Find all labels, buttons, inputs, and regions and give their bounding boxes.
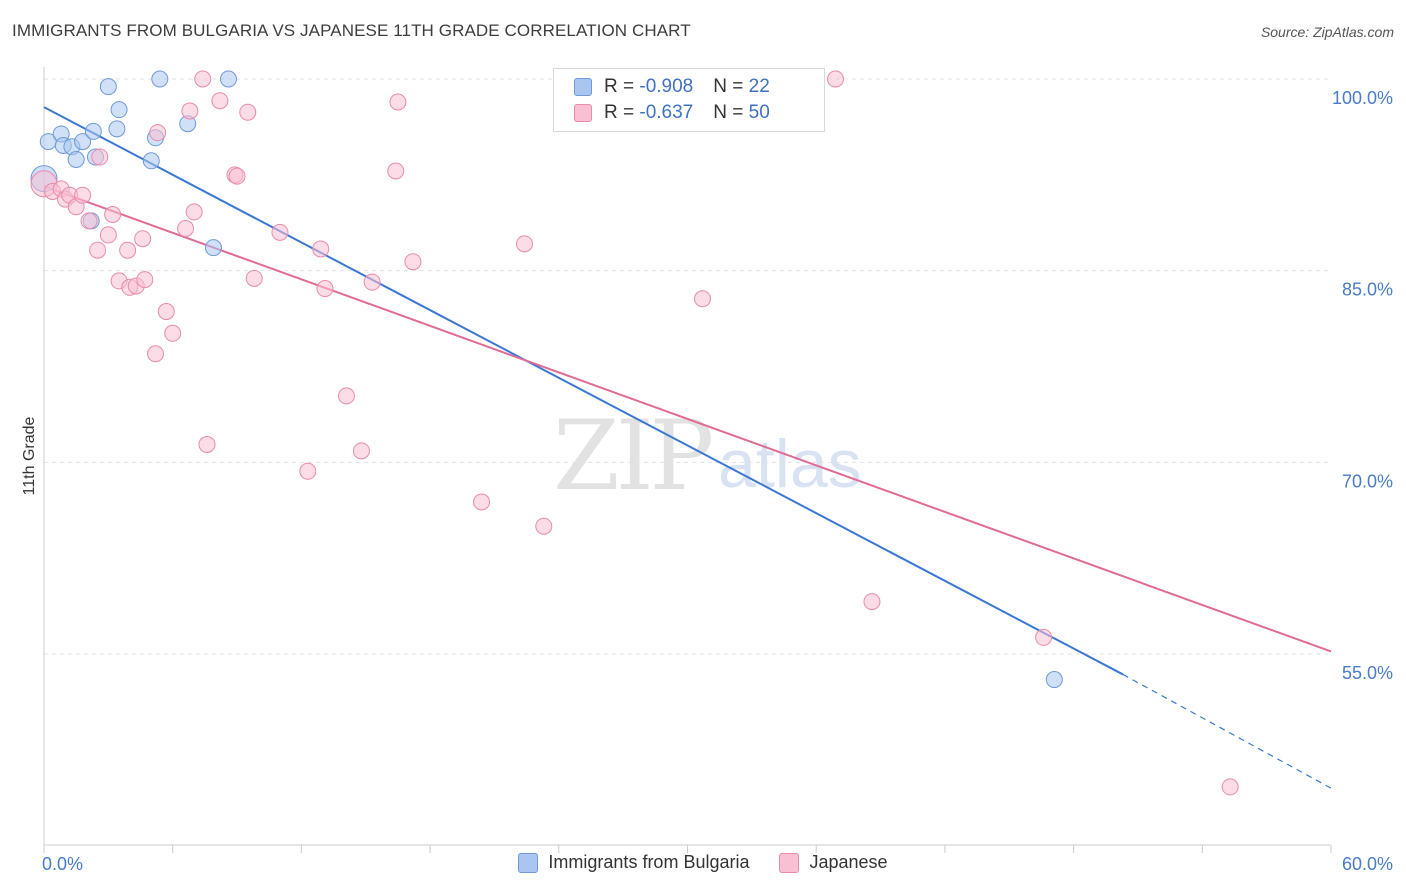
- legend-item-japanese[interactable]: Japanese: [779, 852, 888, 873]
- legend-swatch-japanese: [779, 852, 800, 873]
- point-bulgaria: [1045, 671, 1063, 689]
- point-japanese: [149, 124, 167, 142]
- trendline-bulgaria-extension: [1122, 673, 1332, 789]
- point-japanese: [185, 203, 203, 221]
- point-japanese: [136, 271, 154, 289]
- y-tick-label: 70.0%: [1342, 471, 1393, 491]
- point-bulgaria: [151, 70, 169, 88]
- point-japanese: [164, 324, 182, 342]
- point-japanese: [389, 93, 407, 111]
- legend-swatch-bulgaria: [518, 852, 539, 873]
- point-japanese: [99, 226, 117, 244]
- point-japanese: [181, 102, 199, 120]
- point-japanese: [473, 493, 491, 511]
- legend-n-label: N =: [713, 102, 749, 123]
- point-japanese: [352, 442, 370, 460]
- point-japanese: [363, 273, 381, 291]
- point-japanese: [134, 230, 152, 248]
- point-japanese: [104, 205, 122, 223]
- point-bulgaria: [142, 152, 160, 170]
- point-japanese: [271, 223, 289, 241]
- legend-r-label: R =: [604, 76, 640, 97]
- point-japanese: [89, 241, 107, 259]
- legend-r-value-japanese: -0.637: [639, 102, 694, 123]
- legend-swatch-japanese: [574, 104, 592, 122]
- point-bulgaria: [74, 133, 92, 151]
- point-japanese: [827, 70, 845, 88]
- y-tick-label: 55.0%: [1342, 663, 1393, 683]
- legend-r-label: R =: [604, 102, 640, 123]
- legend-n-label: N =: [713, 76, 749, 97]
- legend-label-bulgaria: Immigrants from Bulgaria: [548, 852, 750, 872]
- point-japanese: [211, 92, 229, 110]
- point-bulgaria: [204, 239, 222, 257]
- legend-swatch-bulgaria: [574, 78, 592, 96]
- point-bulgaria: [84, 122, 102, 140]
- trendline-japanese: [43, 185, 1332, 653]
- point-japanese: [239, 103, 257, 121]
- point-japanese: [694, 290, 712, 308]
- point-japanese: [316, 280, 334, 298]
- point-japanese: [198, 435, 216, 453]
- point-bulgaria: [110, 101, 128, 119]
- point-japanese: [299, 462, 317, 480]
- legend-n-value-japanese: 50: [748, 102, 770, 123]
- point-japanese: [194, 70, 212, 88]
- point-japanese: [80, 212, 98, 230]
- point-japanese: [245, 269, 263, 287]
- point-japanese: [74, 186, 92, 204]
- legend-item-bulgaria[interactable]: Immigrants from Bulgaria: [518, 852, 749, 873]
- chart-title: IMMIGRANTS FROM BULGARIA VS JAPANESE 11T…: [12, 21, 691, 40]
- x-tick-label: 0.0%: [42, 854, 83, 874]
- point-japanese: [515, 235, 533, 253]
- point-japanese: [147, 345, 165, 363]
- legend-label-japanese: Japanese: [809, 852, 888, 872]
- point-japanese: [312, 240, 330, 258]
- point-japanese: [863, 593, 881, 611]
- point-japanese: [119, 241, 137, 259]
- stats-legend: R = -0.908 N = 22 R = -0.637 N = 50: [553, 68, 825, 132]
- point-japanese: [387, 162, 405, 180]
- legend-row-bulgaria: R = -0.908 N = 22: [574, 74, 770, 100]
- point-bulgaria: [219, 70, 237, 88]
- point-japanese: [177, 220, 195, 237]
- series-legend: Immigrants from Bulgaria Japanese: [0, 852, 1406, 873]
- legend-n-value-bulgaria: 22: [748, 76, 770, 97]
- point-japanese: [228, 167, 246, 185]
- point-japanese: [404, 253, 422, 271]
- source-credit: Source: ZipAtlas.com: [1260, 24, 1394, 40]
- point-japanese: [91, 148, 109, 166]
- point-japanese: [535, 517, 553, 535]
- y-axis-label: 11th Grade: [21, 416, 38, 495]
- point-bulgaria: [108, 120, 126, 138]
- legend-row-japanese: R = -0.637 N = 50: [574, 100, 770, 126]
- point-japanese: [1035, 628, 1053, 646]
- trendline-bulgaria: [43, 106, 1124, 676]
- legend-r-value-bulgaria: -0.908: [639, 76, 694, 97]
- point-japanese: [1221, 778, 1239, 796]
- y-tick-label: 100.0%: [1332, 88, 1393, 108]
- y-tick-label: 85.0%: [1342, 280, 1393, 300]
- point-japanese: [157, 303, 175, 321]
- point-bulgaria: [67, 151, 85, 168]
- point-bulgaria: [99, 78, 117, 96]
- point-japanese: [337, 387, 355, 405]
- x-tick-label: 60.0%: [1342, 854, 1393, 874]
